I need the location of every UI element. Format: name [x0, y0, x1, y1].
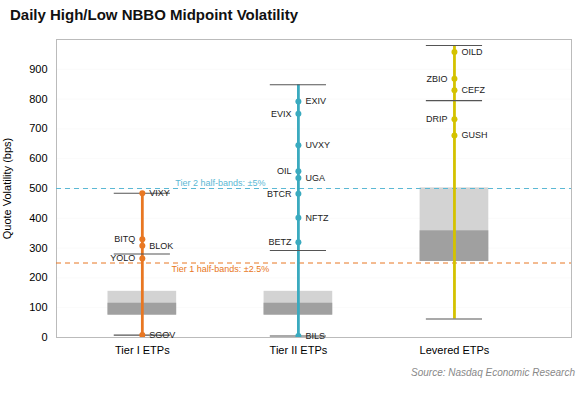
svg-text:300: 300 [29, 242, 47, 254]
svg-text:900: 900 [29, 63, 47, 75]
svg-text:Tier I ETPs: Tier I ETPs [115, 344, 170, 356]
svg-text:BITQ: BITQ [114, 234, 135, 244]
svg-text:ZBIO: ZBIO [426, 74, 447, 84]
svg-text:SGOV: SGOV [149, 330, 175, 340]
svg-text:NFTZ: NFTZ [305, 213, 328, 223]
svg-text:Tier 2 half-bands: ±5%: Tier 2 half-bands: ±5% [175, 178, 265, 188]
svg-text:OIL: OIL [277, 166, 292, 176]
svg-text:BTCR: BTCR [267, 189, 292, 199]
svg-text:200: 200 [29, 271, 47, 283]
svg-text:UVXY: UVXY [305, 140, 330, 150]
svg-text:BILS: BILS [305, 331, 325, 341]
svg-text:VIXY: VIXY [149, 188, 170, 198]
svg-text:DRIP: DRIP [426, 114, 448, 124]
svg-text:0: 0 [41, 331, 47, 343]
svg-text:600: 600 [29, 152, 47, 164]
svg-text:CEFZ: CEFZ [461, 85, 485, 95]
svg-text:EVIX: EVIX [271, 109, 292, 119]
svg-text:UGA: UGA [305, 173, 325, 183]
svg-text:Tier 1 half-bands: ±2.5%: Tier 1 half-bands: ±2.5% [172, 264, 270, 274]
html-text:Daily High/Low NBBO Midpoint V: Daily High/Low NBBO Midpoint Volatility [10, 6, 298, 23]
svg-text:YOLO: YOLO [110, 253, 135, 263]
svg-text:GUSH: GUSH [461, 130, 487, 140]
svg-text:500: 500 [29, 182, 47, 194]
svg-text:BETZ: BETZ [268, 237, 292, 247]
svg-text:Quote Volatility (bps): Quote Volatility (bps) [1, 138, 13, 240]
html-text:Source: Nasdaq Economic Resear: Source: Nasdaq Economic Research [411, 367, 575, 378]
svg-text:Levered ETPs: Levered ETPs [420, 344, 490, 356]
svg-text:100: 100 [29, 301, 47, 313]
svg-text:BLOK: BLOK [149, 241, 173, 251]
svg-text:OILD: OILD [461, 47, 483, 57]
svg-text:Tier II ETPs: Tier II ETPs [270, 344, 328, 356]
svg-text:800: 800 [29, 93, 47, 105]
svg-text:400: 400 [29, 212, 47, 224]
svg-text:EXIV: EXIV [305, 96, 326, 106]
svg-text:700: 700 [29, 122, 47, 134]
